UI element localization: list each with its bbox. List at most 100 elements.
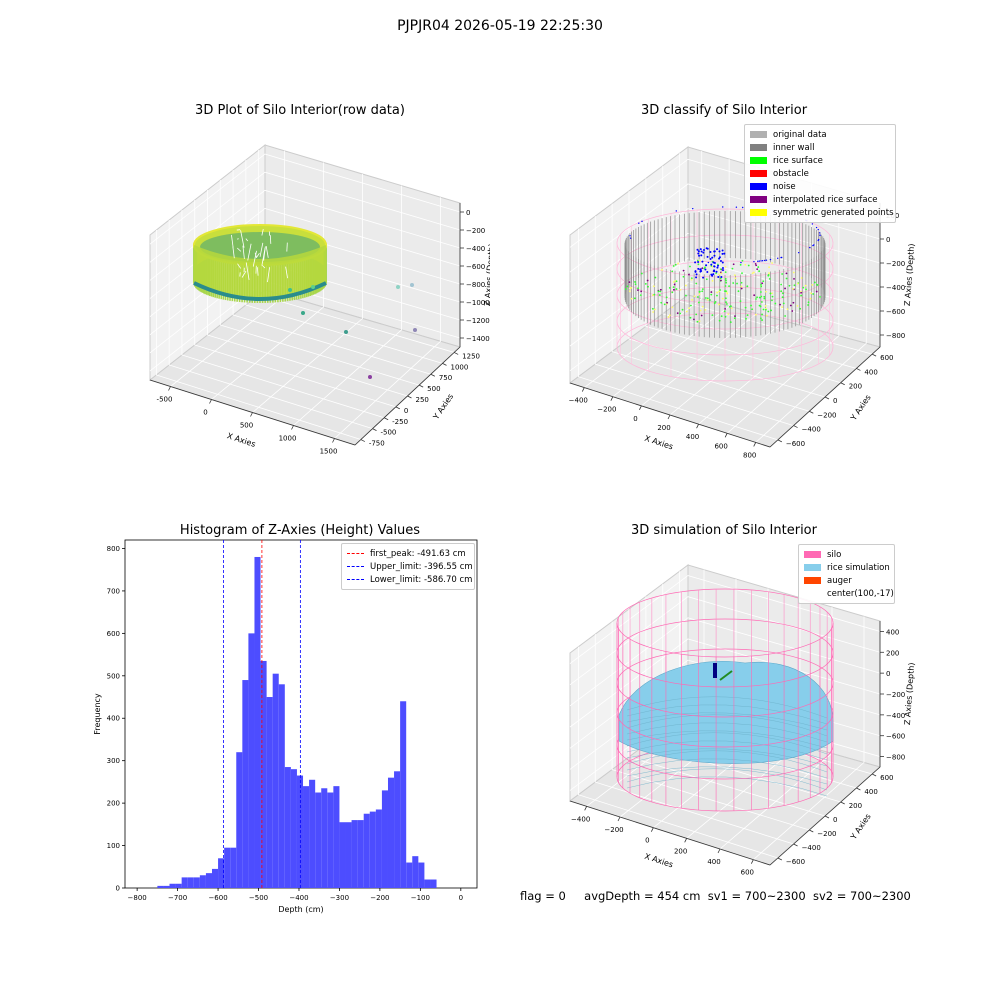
surface-point xyxy=(679,288,682,291)
surface-point xyxy=(788,284,791,287)
legend-label: original data xyxy=(773,129,827,140)
z-tick-label: −400 xyxy=(466,245,485,253)
grid-x xyxy=(252,174,363,413)
histogram-bar xyxy=(387,777,395,888)
silo-wire-back xyxy=(616,588,834,624)
surface-point xyxy=(780,290,783,293)
y-tick xyxy=(856,368,861,371)
surface-point xyxy=(718,319,721,322)
surface-point xyxy=(640,290,643,293)
noise-point xyxy=(710,263,713,266)
histogram-bar xyxy=(303,786,310,888)
rice-mesh-line xyxy=(626,712,828,731)
histogram-bar xyxy=(381,790,388,888)
grid-x xyxy=(726,191,840,434)
y-tick-label: −600 xyxy=(786,440,805,448)
surface-point xyxy=(734,315,736,318)
outlier-point xyxy=(344,330,348,334)
surface-point xyxy=(750,304,752,307)
surface-point xyxy=(672,286,675,289)
surface-point xyxy=(792,271,795,274)
surface-point xyxy=(784,315,787,317)
noise-point xyxy=(781,256,783,259)
z-tick-label: −200 xyxy=(886,260,905,268)
surface-point xyxy=(768,277,771,280)
noise-point xyxy=(721,249,724,252)
grid-y xyxy=(628,191,826,398)
y-tick-label: 800 xyxy=(107,545,120,553)
x-axis-label: X Axies xyxy=(226,431,257,449)
surface-point xyxy=(704,266,706,269)
surface-point xyxy=(668,314,671,317)
surface-point xyxy=(706,297,709,300)
silo-point-cloud xyxy=(193,224,417,379)
y-tick-label: -500 xyxy=(381,429,397,437)
y-axis-label: Frequency xyxy=(93,693,102,735)
status-line: flag = 0 avgDepth = 454 cm sv1 = 700~230… xyxy=(520,889,911,903)
grid-x xyxy=(293,185,402,426)
z-tick-label: −1200 xyxy=(466,317,490,325)
legend-swatch xyxy=(750,209,767,216)
surface-point xyxy=(760,301,763,303)
surface-point xyxy=(759,305,762,308)
surface-point xyxy=(740,285,743,288)
legend-item: obstacle xyxy=(750,167,890,180)
x-tick-label: −300 xyxy=(330,894,349,902)
surface-point xyxy=(819,295,821,298)
noise-point xyxy=(721,261,724,264)
surface-point xyxy=(667,316,670,318)
surface-point xyxy=(654,276,657,279)
grid-y xyxy=(645,178,841,384)
surface-point xyxy=(677,262,679,265)
histogram-bar xyxy=(406,862,413,888)
surface-point xyxy=(659,288,662,291)
surface-point xyxy=(724,315,727,318)
x-tick-label: 200 xyxy=(674,847,687,855)
x-tick-label: −200 xyxy=(370,894,389,902)
z-axis-label: Z Axies (Depth) xyxy=(903,243,916,306)
surface-point xyxy=(804,284,807,287)
inner-stroke xyxy=(241,270,247,278)
surface-point xyxy=(740,281,743,284)
legend-swatch xyxy=(750,183,767,190)
surface-point xyxy=(799,307,802,310)
silo-wire-back xyxy=(616,648,834,684)
silo-wire-front xyxy=(616,776,834,812)
surface-point xyxy=(764,305,767,307)
y-tick xyxy=(453,352,459,355)
surface-point xyxy=(781,292,784,295)
histogram-bar xyxy=(248,633,255,888)
noise-point xyxy=(741,206,744,209)
silo-base-band xyxy=(193,281,327,301)
surface-point xyxy=(785,277,788,280)
surface-point xyxy=(690,277,693,280)
surface-point xyxy=(724,277,727,280)
z-tick-label: −200 xyxy=(886,691,905,699)
surface-point xyxy=(760,291,762,293)
panel1-3d-plot: -500 0 500 1000 1500 -750 -500 -250 0 250 500 750 10… xyxy=(148,143,490,456)
surface-point xyxy=(726,292,729,295)
z-tick-label: 0 xyxy=(466,209,470,217)
y-tick xyxy=(793,843,798,847)
legend-label: first_peak: -491.63 cm xyxy=(370,548,466,559)
y-tick xyxy=(809,829,814,833)
histogram-bar xyxy=(315,792,322,888)
z-tick-label: −1000 xyxy=(466,299,490,307)
noise-point xyxy=(761,260,764,262)
surface-point xyxy=(698,301,700,304)
y-axis-label: Y Axies xyxy=(431,392,455,422)
noise-point xyxy=(809,246,811,249)
surface-point xyxy=(672,281,675,283)
noise-point xyxy=(702,251,705,254)
legend-item: center(100,-17) xyxy=(804,587,894,600)
surface-point xyxy=(634,283,637,286)
rice-mesh-line xyxy=(626,776,828,797)
histogram-bars xyxy=(157,556,437,888)
x-tick xyxy=(724,433,728,438)
y-tick xyxy=(793,425,798,428)
inner-stroke xyxy=(261,228,264,236)
noise-point xyxy=(705,247,708,250)
rice-mesh-line xyxy=(626,732,828,755)
y-tick-label: 700 xyxy=(107,587,120,595)
legend-line-swatch xyxy=(347,566,364,567)
